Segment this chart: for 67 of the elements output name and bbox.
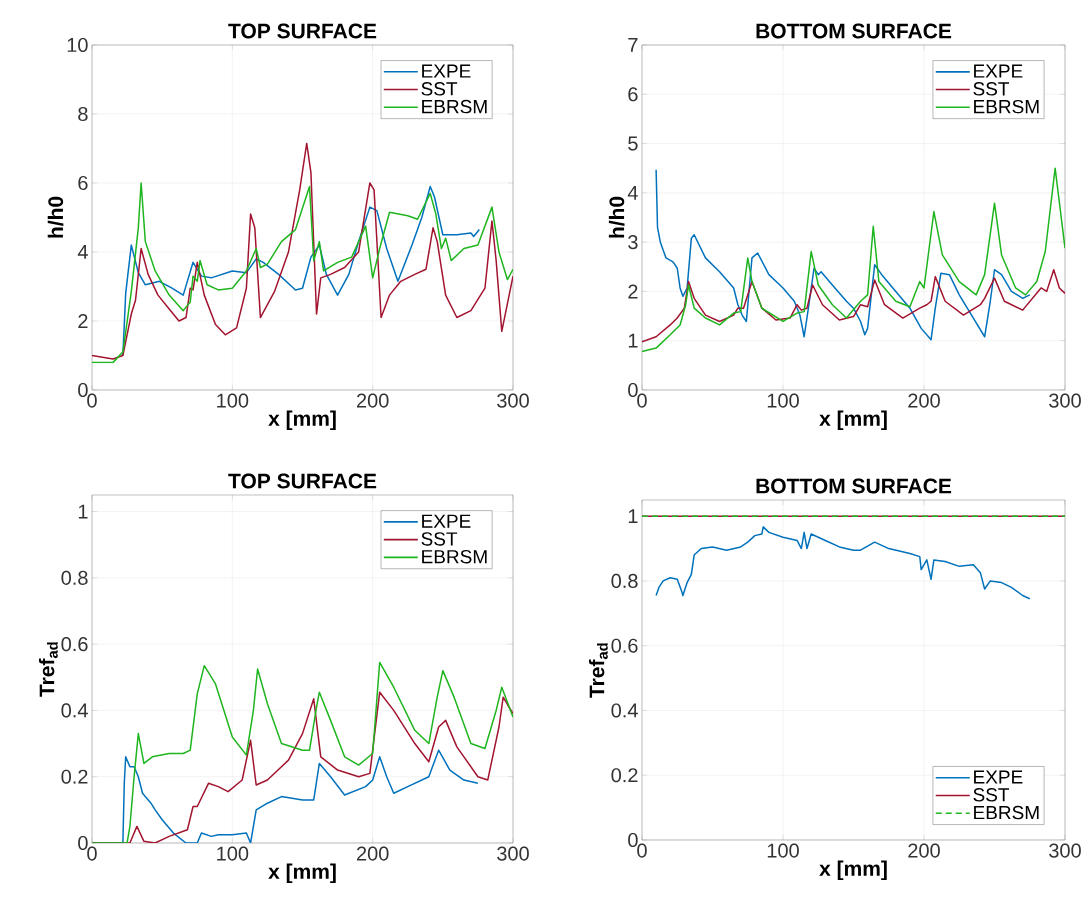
y-tick-label: 0.6 — [611, 638, 638, 653]
x-tick-label: 100 — [767, 843, 799, 858]
x-axis-title: x [mm] — [819, 410, 887, 431]
line-series — [92, 661, 513, 843]
y-tick-label: 0.6 — [61, 637, 88, 652]
x-tick-label: 100 — [767, 393, 799, 408]
y-axis-title: h/h0 — [47, 196, 64, 238]
y-tick-label: 0.8 — [611, 573, 638, 589]
line-series — [92, 142, 513, 360]
y-tick-label: 10 — [67, 37, 88, 53]
legend-label: EXPE — [422, 514, 471, 528]
legend-label: EBRSM — [974, 805, 1039, 820]
x-tick-label: 200 — [356, 846, 389, 861]
y-tick-label: 7 — [628, 38, 638, 52]
legend-label: EBRSM — [422, 549, 487, 564]
legend-label: EXPE — [974, 64, 1023, 78]
y-tick-label: 0 — [628, 382, 638, 398]
y-tick-label: 2 — [628, 284, 638, 299]
y-tick-label: 4 — [627, 185, 638, 200]
y-axis-title: Tref$_{ad}$ — [38, 642, 58, 697]
x-axis-title: x [mm] — [819, 860, 887, 881]
y-tick-label: 6 — [628, 87, 638, 102]
x-axis-title: x [mm] — [268, 863, 336, 884]
y-tick-label: 0 — [78, 382, 88, 398]
x-tick-label: 100 — [217, 846, 249, 861]
line-series — [92, 182, 513, 364]
y-tick-label: 8 — [78, 106, 88, 122]
x-tick-label: 200 — [908, 393, 940, 408]
legend-label: SST — [973, 82, 1010, 96]
x-tick-label: 300 — [497, 393, 529, 408]
legend-label: SST — [421, 532, 458, 546]
y-axis-title: h/h0 — [608, 196, 625, 238]
legend-label: EXPE — [422, 64, 471, 78]
line-series — [642, 268, 1065, 343]
line-series — [642, 167, 1065, 353]
y-axis-title: Tref$_{ad}$ — [588, 643, 608, 698]
x-axis-title: x [mm] — [268, 410, 336, 431]
legend-label: EBRSM — [974, 99, 1039, 114]
y-tick-label: 4 — [77, 245, 88, 259]
y-tick-label: 5 — [628, 136, 638, 151]
x-tick-label: 100 — [217, 393, 249, 408]
chart-title: BOTTOM SURFACE — [756, 23, 952, 39]
chart-title: BOTTOM SURFACE — [756, 478, 952, 494]
y-tick-label: 1 — [78, 504, 88, 519]
y-tick-label: 2 — [78, 314, 88, 328]
legend-label: SST — [973, 788, 1010, 802]
x-tick-label: 300 — [497, 846, 529, 861]
x-tick-label: 300 — [1049, 843, 1081, 858]
y-tick-label: 0.4 — [611, 703, 638, 718]
legend-label: EBRSM — [422, 99, 487, 114]
legend-label: SST — [421, 82, 458, 96]
line-series — [655, 526, 1031, 600]
y-tick-label: 0.2 — [61, 769, 88, 784]
x-tick-label: 300 — [1049, 393, 1081, 408]
y-tick-label: 1 — [628, 333, 638, 348]
x-tick-label: 200 — [908, 843, 940, 858]
y-tick-label: 3 — [628, 235, 638, 250]
y-tick-label: 6 — [78, 175, 88, 191]
y-tick-label: 0.8 — [61, 570, 88, 585]
y-tick-label: 0 — [628, 832, 638, 848]
y-tick-label: 1 — [628, 509, 638, 524]
chart-title: TOP SURFACE — [228, 473, 377, 489]
y-tick-label: 0.4 — [61, 703, 88, 718]
x-tick-label: 200 — [356, 393, 389, 408]
y-tick-label: 0.2 — [611, 768, 638, 783]
legend-label: EXPE — [974, 770, 1023, 784]
chart-title: TOP SURFACE — [228, 23, 377, 39]
